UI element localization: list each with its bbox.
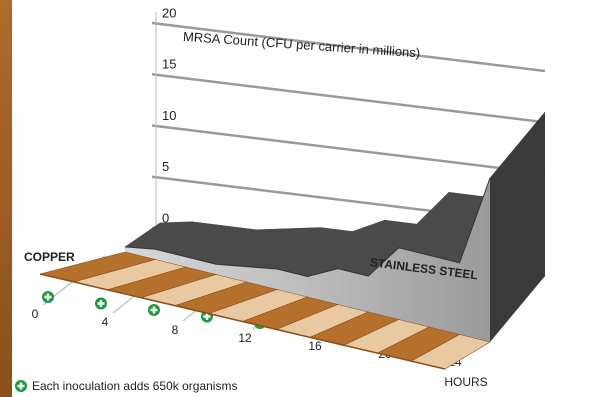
plus-sign bbox=[150, 306, 158, 314]
x-tick-label: 8 bbox=[172, 323, 179, 337]
grid-line bbox=[151, 124, 546, 175]
y-axis-title: MRSA Count (CFU per carrier in millions) bbox=[183, 29, 421, 61]
footnote: Each inoculation adds 650k organisms bbox=[32, 379, 237, 393]
grid-line bbox=[151, 73, 546, 124]
y-tick-label: 20 bbox=[162, 5, 176, 20]
y-tick-label: 5 bbox=[162, 159, 169, 174]
y-tick-label: 15 bbox=[162, 57, 176, 72]
x-tick-label: 16 bbox=[308, 339, 322, 353]
y-tick-label: 10 bbox=[162, 108, 176, 123]
wood-strip bbox=[0, 0, 12, 397]
grid-line bbox=[151, 21, 546, 73]
copper-line bbox=[39, 273, 446, 370]
plot: 0510152004812162024 bbox=[32, 5, 546, 370]
plus-sign bbox=[97, 300, 105, 307]
x-tick-label: 12 bbox=[238, 331, 252, 345]
steel-front bbox=[125, 178, 490, 342]
steel-side bbox=[490, 112, 545, 342]
y-tick-label: 0 bbox=[162, 210, 169, 225]
x-tick-label: 4 bbox=[102, 315, 109, 329]
x-axis-title: HOURS bbox=[444, 375, 487, 389]
steel-line bbox=[124, 177, 491, 278]
legend-label: COPPER bbox=[24, 250, 75, 264]
plus-sign bbox=[17, 382, 25, 390]
plus-sign bbox=[203, 313, 211, 320]
x-tick-label: 0 bbox=[32, 307, 39, 321]
plus-sign bbox=[44, 293, 52, 301]
